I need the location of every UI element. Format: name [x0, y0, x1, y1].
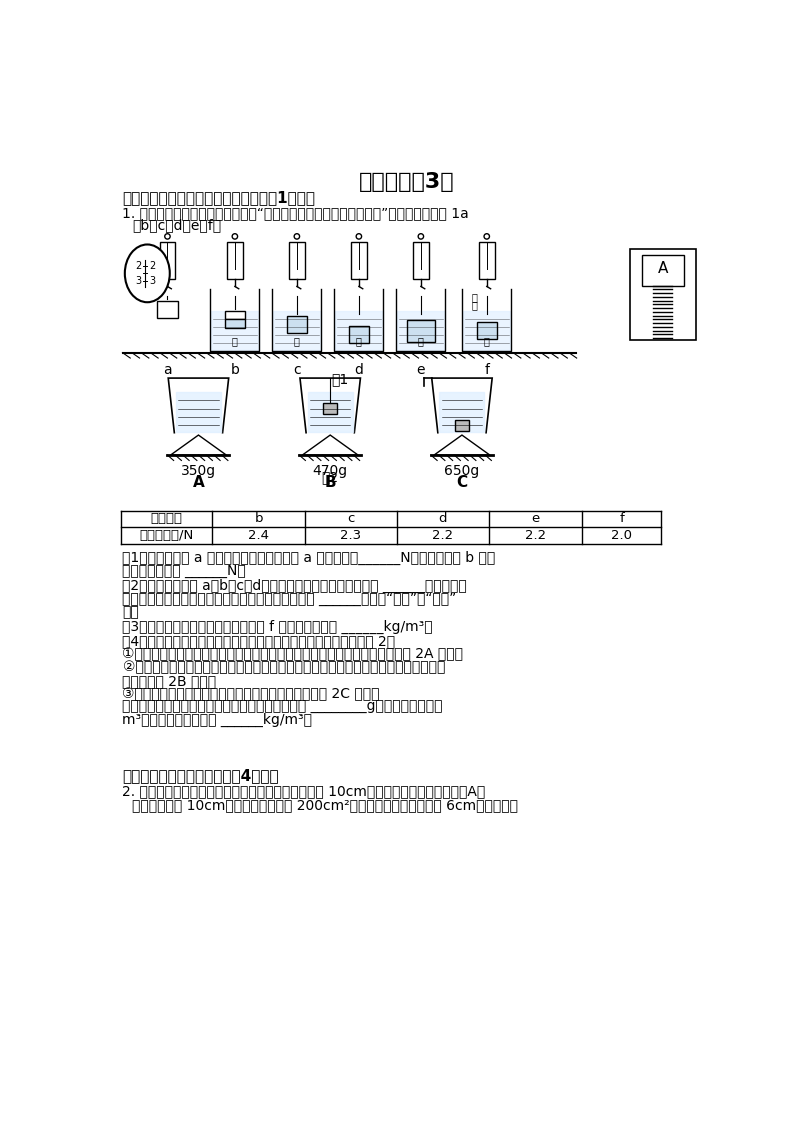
Circle shape: [294, 234, 299, 239]
Text: 水: 水: [472, 300, 477, 310]
Text: 、b、c、d、e、f。: 、b、c、d、e、f。: [132, 218, 221, 232]
Circle shape: [484, 234, 489, 239]
Text: b: b: [254, 512, 263, 526]
Text: C: C: [457, 475, 468, 490]
Text: （2）分析实验步骤 a、b、c、d，浸在水中的物体所受的浮力与 ______有关；分析: （2）分析实验步骤 a、b、c、d，浸在水中的物体所受的浮力与 ______有关…: [122, 579, 467, 593]
Polygon shape: [434, 435, 490, 455]
Bar: [455, 420, 469, 431]
Text: 水: 水: [418, 336, 424, 346]
Bar: [407, 320, 435, 341]
Text: A: A: [193, 475, 204, 490]
Text: 3: 3: [135, 276, 141, 286]
Text: 测力计示数/N: 测力计示数/N: [140, 529, 194, 542]
Text: c: c: [293, 363, 301, 376]
Circle shape: [232, 234, 237, 239]
Text: 三个实验步骤，浸没在水中的物体所受的浮力与深度 ______（选填“有关”或“无关”: 三个实验步骤，浸没在水中的物体所受的浮力与深度 ______（选填“有关”或“无…: [122, 592, 457, 606]
Text: 3: 3: [149, 276, 155, 286]
Text: B: B: [325, 475, 336, 490]
Text: e: e: [417, 363, 425, 376]
Text: 2.3: 2.3: [340, 529, 361, 542]
Text: 2.2: 2.2: [525, 529, 546, 542]
Text: 2.2: 2.2: [433, 529, 453, 542]
Text: c: c: [347, 512, 354, 526]
Bar: [349, 327, 369, 344]
Text: 2.0: 2.0: [611, 529, 632, 542]
Bar: [225, 311, 245, 319]
Text: 2: 2: [135, 261, 141, 271]
Bar: [476, 322, 497, 339]
Text: 浮力专题（3）: 浮力专题（3）: [359, 172, 455, 192]
Text: 实验步骤: 实验步骤: [151, 512, 183, 526]
Circle shape: [164, 234, 170, 239]
Text: f: f: [484, 363, 489, 376]
Text: 水: 水: [232, 336, 238, 346]
Text: 2. 在一足够高的容器底部固定一轻质弹簧，弹簧原长 10cm，弹簧上方连有正方体木块A，: 2. 在一足够高的容器底部固定一轻质弹簧，弹簧原长 10cm，弹簧上方连有正方体…: [122, 785, 486, 798]
Text: 一．探究浮力大小与哪些因素有关（共1小题）: 一．探究浮力大小与哪些因素有关（共1小题）: [122, 190, 315, 206]
Circle shape: [418, 234, 423, 239]
Text: 盐: 盐: [472, 292, 477, 302]
Text: （4）同组的小春同学想用电子秤来测量矿石的密度，实验步骤如图 2：: （4）同组的小春同学想用电子秤来测量矿石的密度，实验步骤如图 2：: [122, 634, 395, 648]
Bar: [160, 241, 175, 279]
Text: d: d: [439, 512, 447, 526]
Bar: [289, 241, 305, 279]
Text: a: a: [163, 363, 172, 376]
Text: 470g: 470g: [313, 464, 348, 478]
Text: ②把被测矿石用细线拴好，缓慢放入装有水的烧杯中，矿石未触碰到烧杯底部，电子秤: ②把被测矿石用细线拴好，缓慢放入装有水的烧杯中，矿石未触碰到烧杯底部，电子秤: [122, 660, 445, 675]
Text: ①电子秤放在水平桌面上，装有适量水的烧杯放在电子秤上，电子秤示数如图 2A 所示；: ①电子秤放在水平桌面上，装有适量水的烧杯放在电子秤上，电子秤示数如图 2A 所示…: [122, 648, 464, 661]
Text: （1）表格中缺少 a 的实验数据，请你根据图 a 读出数据：______N，在实验步骤 b 中物: （1）表格中缺少 a 的实验数据，请你根据图 a 读出数据：______N，在实…: [122, 550, 495, 565]
Bar: [630, 248, 696, 339]
Polygon shape: [171, 435, 226, 455]
Bar: [323, 403, 337, 414]
Bar: [287, 317, 307, 334]
Text: 水: 水: [356, 336, 362, 346]
Polygon shape: [303, 435, 358, 455]
Bar: [227, 241, 243, 279]
Text: （3）蒗蒗用表格中的数据算出了步骤 f 中液体的密度是 ______kg/m³；: （3）蒗蒗用表格中的数据算出了步骤 f 中液体的密度是 ______kg/m³；: [122, 620, 433, 634]
Text: 350g: 350g: [181, 464, 216, 478]
Text: 1. 在学习浮力部分知识时蒗蒗想要“探究浮力的大小和哪些因素有关”，操作步骤如图 1a: 1. 在学习浮力部分知识时蒗蒗想要“探究浮力的大小和哪些因素有关”，操作步骤如图…: [122, 207, 469, 220]
Circle shape: [357, 234, 361, 239]
Text: 水: 水: [294, 336, 300, 346]
Text: 的示数如图 2B 所示；: 的示数如图 2B 所示；: [122, 674, 217, 687]
Text: 体所受的浮力为 ______N；: 体所受的浮力为 ______N；: [122, 564, 246, 577]
Text: e: e: [531, 512, 540, 526]
Bar: [479, 241, 495, 279]
Text: 水: 水: [484, 336, 490, 346]
Text: d: d: [354, 363, 364, 376]
Bar: [156, 301, 179, 318]
Bar: [642, 255, 684, 285]
Text: A: A: [657, 262, 668, 276]
Ellipse shape: [125, 245, 170, 302]
Text: ③然后缓慢放下矿石，让被测矿石沉入烧杯底部，如图 2C 所示；: ③然后缓慢放下矿石，让被测矿石沉入烧杯底部，如图 2C 所示；: [122, 687, 380, 701]
Text: ）；: ）；: [122, 605, 139, 619]
Text: b: b: [230, 363, 239, 376]
Text: 2.4: 2.4: [248, 529, 269, 542]
Text: 图2: 图2: [322, 471, 339, 484]
Text: m³，被测矿石的密度是 ______kg/m³。: m³，被测矿石的密度是 ______kg/m³。: [122, 713, 313, 728]
Text: 根据实验步骤中的数据，可测出被测矿石的质量是 ________g，被测矿石的体积: 根据实验步骤中的数据，可测出被测矿石的质量是 ________g，被测矿石的体积: [122, 700, 443, 714]
Text: 木块的边长为 10cm，容器的底面积为 200cm²，如图，此时弹簧长度为 6cm（已知弹簧: 木块的边长为 10cm，容器的底面积为 200cm²，如图，此时弹簧长度为 6c…: [132, 797, 518, 812]
Text: f: f: [619, 512, 624, 526]
Text: 二．阴基米德原理的应用（共4小题）: 二．阴基米德原理的应用（共4小题）: [122, 768, 279, 784]
Text: 2: 2: [148, 261, 155, 271]
Text: 图1: 图1: [331, 373, 348, 386]
Text: 650g: 650g: [445, 464, 480, 478]
Bar: [351, 241, 367, 279]
Bar: [413, 241, 429, 279]
Bar: [225, 319, 245, 328]
